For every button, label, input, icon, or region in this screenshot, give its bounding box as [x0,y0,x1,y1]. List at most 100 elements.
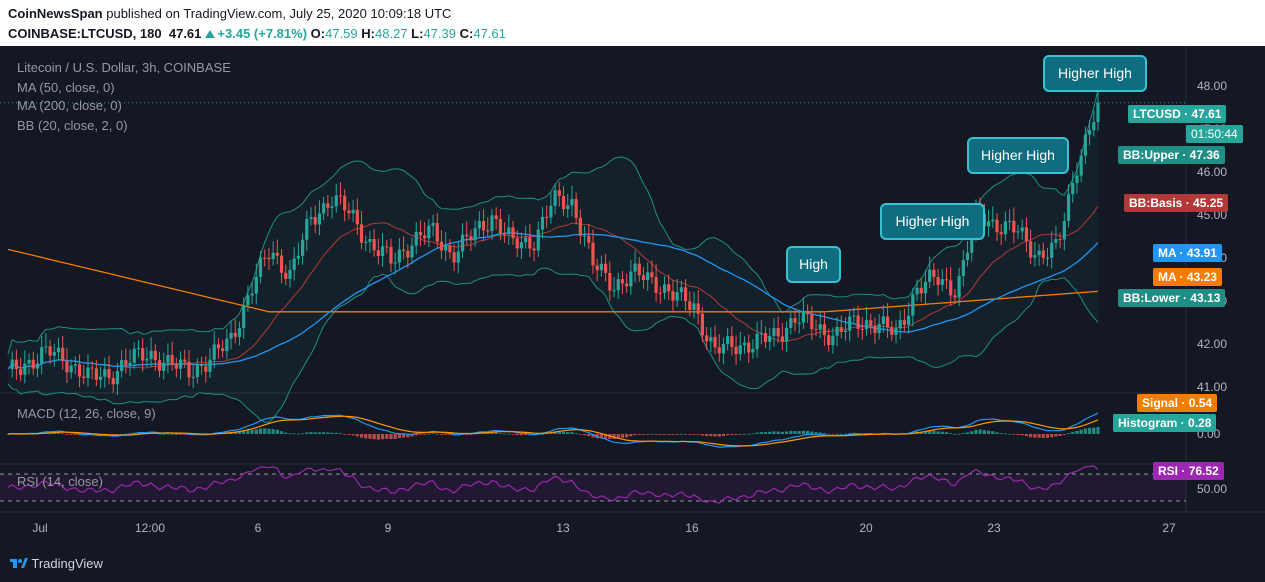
bb-lower-line [7,267,1099,423]
histogram-bar [515,434,519,435]
candle [103,369,107,377]
candle [284,272,288,279]
bb-band-fill [8,89,1098,423]
candle [44,346,48,348]
y-tick-label: 42.00 [1197,337,1227,351]
histogram-bar [780,431,784,434]
histogram-bar [380,434,385,440]
histogram-bar [713,434,717,437]
ma200-legend[interactable]: MA (200, close, 0) [17,98,122,113]
candle [856,315,860,330]
candle [456,251,460,263]
candle [604,263,608,273]
histogram-bar [587,434,591,437]
candle [225,338,229,352]
histogram-bar [742,433,747,435]
candle [801,310,806,323]
histogram-bar [797,431,801,434]
candle [620,279,625,284]
histogram-bar [688,434,692,435]
histogram-bar [566,432,570,434]
candle [532,248,536,251]
candle [486,230,490,232]
histogram-bar [806,430,810,434]
histogram-bar [540,433,545,435]
candle [111,378,115,385]
author[interactable]: CoinNewsSpan [8,6,103,21]
candle [309,217,313,220]
ma50-tag: MA · 43.91 [1153,244,1222,262]
candle [481,220,486,231]
candle [35,363,40,369]
candle [919,287,923,294]
candle [944,279,949,281]
histogram-bar [949,433,953,434]
histogram-bar [1087,427,1092,434]
candle [566,205,570,210]
candle [77,364,82,377]
histogram-bar [734,434,738,435]
candle [61,347,65,362]
histogram-bar [347,434,351,435]
up-arrow-icon [205,30,216,38]
candle [822,324,827,336]
candle [545,216,549,218]
candle [439,241,444,251]
candle [738,345,742,355]
histogram-bar [827,433,831,435]
candle [48,346,52,356]
histogram-bar [271,429,275,434]
candle [784,327,789,342]
macd-legend[interactable]: MACD (12, 26, close, 9) [17,406,156,421]
candle [932,269,936,277]
candle [995,219,999,233]
histogram-bar [300,433,305,435]
price-chart[interactable]: 41.0042.0043.0044.0045.0046.0047.0048.00… [0,46,1265,550]
histogram-bar [1008,433,1012,435]
candle [52,352,56,356]
histogram-bar [662,434,667,435]
candle [1016,231,1020,233]
histogram-bar [957,433,961,435]
histogram-bar [616,434,620,439]
candle [183,359,187,362]
histogram-bar [418,434,423,435]
histogram-bar [970,431,974,434]
histogram-bar [730,434,734,435]
candle [1096,102,1100,123]
bb-basis-tag: BB:Basis · 45.25 [1124,194,1229,212]
candle [696,303,700,314]
candle [726,336,730,345]
candle [561,196,566,210]
histogram-bar [801,430,806,434]
histogram-bar [995,432,999,434]
callout-higher-high-2: Higher High [967,137,1069,174]
histogram-bar [242,430,246,434]
candle [355,209,359,225]
histogram-bar [250,429,254,434]
candle [141,348,145,361]
tradingview-logo[interactable]: TradingView [10,556,103,571]
histogram-bar [237,431,242,434]
histogram-bar [157,433,162,435]
candle [734,346,738,355]
candle [625,283,629,287]
candle [667,284,671,292]
bb-legend[interactable]: BB (20, close, 2, 0) [17,118,128,133]
candle [970,230,974,253]
callout-high: High [786,246,841,283]
histogram-bar [646,434,650,435]
histogram-bar [364,434,368,439]
candle [490,215,494,232]
histogram-bar [178,434,183,435]
bb-upper-line [7,89,1099,355]
histogram-bar [267,428,271,434]
low-value: 47.39 [423,26,456,41]
candle [364,241,368,243]
ma50-legend[interactable]: MA (50, close, 0) [17,80,115,95]
histogram-bar [1054,434,1058,437]
candle [1024,227,1029,242]
rsi-legend[interactable]: RSI (14, close) [17,474,103,489]
candle [19,369,23,375]
histogram-bar [667,434,671,435]
